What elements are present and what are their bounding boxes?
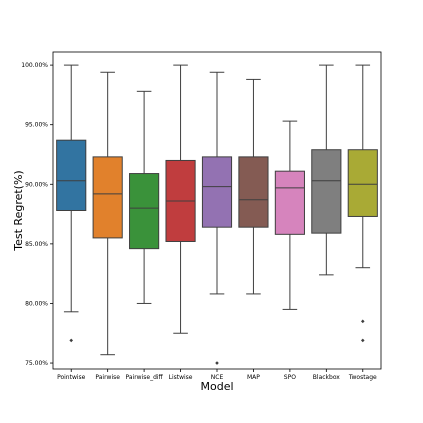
x-tick-label: Pairwise_diff (126, 374, 164, 381)
y-tick-label: 95.00% (25, 122, 48, 129)
box-map (238, 78, 269, 295)
box-iqr (201, 156, 233, 228)
x-tick-label: Twostage (348, 374, 377, 381)
box-iqr (238, 156, 269, 228)
x-tick-label: SPO (284, 374, 296, 381)
x-axis-title: Model (200, 380, 233, 393)
box-iqr (92, 156, 123, 239)
box-iqr (129, 173, 160, 250)
x-tick-label: Listwise (169, 374, 193, 381)
y-tick-label: 85.00% (25, 241, 48, 248)
box-iqr (311, 149, 342, 234)
outlier-point (360, 319, 365, 324)
plot-area: 75.00% 80.00% 85.00% 90.00% 95.00% 100.00% Poi… (21, 51, 382, 381)
y-tick-label: 80.00% (25, 300, 48, 307)
box-nce (201, 71, 233, 365)
box-twostage (347, 64, 378, 343)
box-iqr (274, 170, 305, 235)
box-pairwise-diff (129, 90, 160, 304)
box-pointwise (56, 64, 87, 343)
x-tick-label: Blackbox (313, 374, 341, 381)
x-tick-label: Pairwise (95, 374, 120, 381)
box-blackbox (311, 64, 342, 276)
box-spo (274, 120, 305, 310)
y-axis-title: Test Regret(%) (12, 170, 25, 251)
y-tick-label: 75.00% (25, 360, 48, 367)
box-pairwise (92, 71, 123, 356)
box-listwise (165, 64, 196, 334)
y-tick-label: 90.00% (25, 181, 48, 188)
box-iqr (347, 149, 378, 217)
x-tick-label: Pointwise (57, 374, 86, 381)
y-tick-label: 100.00% (21, 62, 48, 69)
x-tick-label: NCE (211, 374, 224, 381)
box-iqr (56, 139, 87, 211)
outlier-point (69, 338, 74, 343)
outlier-point (215, 361, 219, 365)
x-tick-label: MAP (247, 374, 260, 381)
outlier-point (360, 338, 365, 343)
